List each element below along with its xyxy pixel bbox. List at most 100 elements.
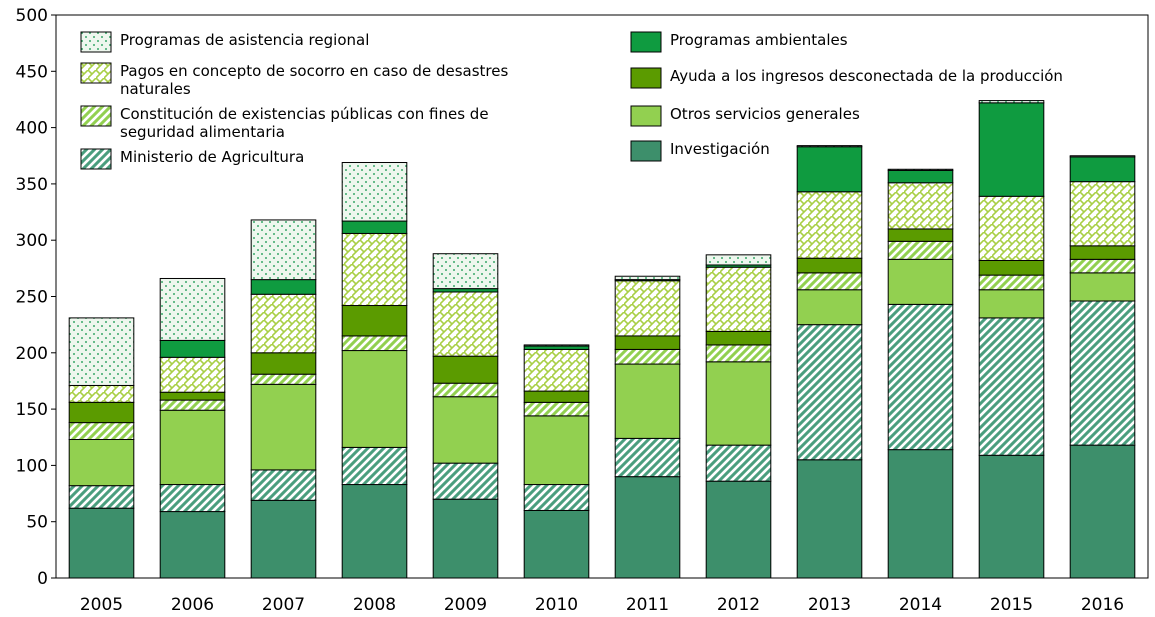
bar-segment	[68, 507, 135, 579]
bar-segment	[705, 344, 772, 363]
bar-segment	[68, 384, 135, 403]
x-tick-label: 2010	[535, 595, 578, 615]
bar-segment	[341, 232, 408, 307]
y-tick-label: 350	[16, 175, 48, 195]
bar-segment	[705, 266, 772, 332]
bar-segment	[1069, 155, 1136, 158]
bar-segment	[159, 511, 226, 579]
bar-segment	[68, 317, 135, 386]
bar-segment	[250, 469, 317, 501]
bar-segment	[159, 339, 226, 358]
y-tick-label: 300	[16, 231, 48, 251]
bar-segment	[887, 240, 954, 260]
bar-segment	[432, 355, 499, 384]
bar-segment	[1069, 181, 1136, 247]
bar-segment	[796, 289, 863, 326]
bar-segment	[614, 275, 681, 281]
bar-segment	[523, 484, 590, 511]
bar-segment	[341, 484, 408, 579]
legend-entry: Ministerio de Agricultura	[80, 148, 320, 170]
legend-label: Programas ambientales	[670, 31, 848, 49]
legend-label: Otros servicios generales	[670, 105, 860, 123]
bar-segment	[887, 182, 954, 230]
bar-segment	[250, 279, 317, 295]
y-tick-label: 200	[16, 344, 48, 364]
x-tick-label: 2016	[1081, 595, 1124, 615]
x-tick-label: 2005	[80, 595, 123, 615]
bar-segment	[978, 102, 1045, 197]
bar-segment	[1069, 272, 1136, 302]
bar-segment	[523, 390, 590, 403]
bar-segment	[523, 344, 590, 347]
bar-segment	[250, 219, 317, 281]
x-tick-label: 2009	[444, 595, 487, 615]
bar-segment	[432, 462, 499, 500]
bar-segment	[887, 258, 954, 305]
legend-entry: Ayuda a los ingresos desconectada de la …	[630, 67, 1130, 89]
bar-segment	[978, 195, 1045, 261]
bar-segment	[978, 289, 1045, 319]
bar-segment	[341, 350, 408, 448]
bar-segment	[796, 459, 863, 579]
bar-segment	[796, 324, 863, 461]
bar-segment	[978, 454, 1045, 579]
y-tick-label: 0	[37, 569, 48, 589]
y-tick-label: 100	[16, 456, 48, 476]
x-tick-label: 2011	[626, 595, 669, 615]
bar-segment	[432, 396, 499, 464]
bar-segment	[68, 422, 135, 441]
legend-label: Programas de asistencia regional	[120, 31, 370, 49]
legend-entry: Pagos en concepto de socorro en caso de …	[80, 62, 560, 98]
bar-segment	[887, 169, 954, 184]
bar-segment	[432, 253, 499, 290]
bar-segment	[341, 305, 408, 337]
legend-swatch	[630, 105, 662, 127]
legend-swatch	[630, 31, 662, 53]
bar-segment	[159, 277, 226, 341]
y-tick-label: 250	[16, 288, 48, 308]
bar-segment	[159, 409, 226, 486]
legend-label: Ministerio de Agricultura	[120, 148, 305, 166]
bar-segment	[68, 439, 135, 487]
bar-segment	[614, 437, 681, 478]
bar-segment	[68, 485, 135, 509]
bar-segment	[796, 145, 863, 148]
legend-swatch	[80, 148, 112, 170]
x-tick-label: 2007	[262, 595, 305, 615]
bar-segment	[432, 498, 499, 579]
bar-segment	[614, 335, 681, 350]
bar-segment	[887, 303, 954, 451]
bar-segment	[341, 162, 408, 222]
bar-segment	[341, 220, 408, 234]
legend-entry: Programas ambientales	[630, 31, 1100, 53]
bar-segment	[705, 480, 772, 579]
legend-entry: Otros servicios generales	[630, 105, 1100, 127]
bar-segment	[523, 345, 590, 350]
y-tick-label: 450	[16, 62, 48, 82]
bar-segment	[159, 399, 226, 411]
bar-segment	[796, 146, 863, 193]
bar-segment	[250, 293, 317, 354]
bar-segment	[705, 444, 772, 482]
bar-segment	[523, 415, 590, 486]
bar-segment	[341, 446, 408, 486]
y-tick-label: 150	[16, 400, 48, 420]
bar-segment	[796, 272, 863, 291]
legend-swatch	[80, 62, 112, 84]
bar-segment	[432, 291, 499, 357]
x-tick-label: 2015	[990, 595, 1033, 615]
bar-segment	[705, 330, 772, 346]
bar-segment	[796, 191, 863, 259]
y-tick-label: 400	[16, 119, 48, 139]
legend-swatch	[630, 67, 662, 89]
legend-label: Pagos en concepto de socorro en caso de …	[120, 62, 509, 98]
bar-segment	[705, 254, 772, 266]
legend-entry: Investigación	[630, 140, 1100, 162]
bar-segment	[250, 383, 317, 471]
bar-segment	[614, 363, 681, 439]
y-tick-label: 500	[16, 6, 48, 26]
bar-segment	[887, 228, 954, 242]
bar-segment	[614, 280, 681, 337]
